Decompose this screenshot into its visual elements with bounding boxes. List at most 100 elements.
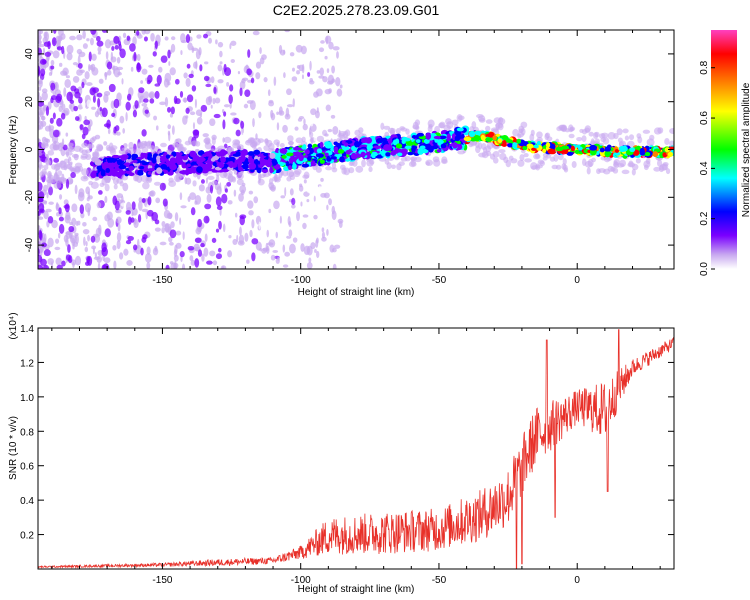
heatmap-cell xyxy=(232,238,238,245)
heatmap-cell xyxy=(631,163,639,171)
heatmap-cell xyxy=(473,134,481,142)
heatmap-cell xyxy=(325,166,333,171)
heatmap-cell xyxy=(410,156,418,161)
heatmap-cell xyxy=(78,166,84,172)
heatmap-cell xyxy=(46,176,52,184)
heatmap-cell xyxy=(320,40,325,44)
heatmap-cell xyxy=(132,109,138,118)
heatmap-cell xyxy=(653,166,661,172)
heatmap-cell xyxy=(45,105,50,116)
heatmap-cell xyxy=(183,72,188,79)
heatmap-cell xyxy=(507,143,514,148)
heatmap-cell xyxy=(315,239,319,248)
heatmap-cell xyxy=(41,171,48,176)
heatmap-cell xyxy=(38,95,42,102)
heatmap-cell xyxy=(104,214,111,222)
heatmap-cell xyxy=(278,106,283,115)
heatmap-cell xyxy=(545,142,551,148)
heatmap-cell xyxy=(116,178,124,184)
heatmap-cell xyxy=(82,222,87,227)
heatmap-cell xyxy=(657,127,664,134)
heatmap-cell xyxy=(217,79,224,84)
heatmap-cell xyxy=(94,233,101,243)
heatmap-cell xyxy=(325,104,332,112)
heatmap-cell xyxy=(120,202,126,207)
heatmap-cell xyxy=(235,151,241,156)
heatmap-cell xyxy=(244,139,253,146)
heatmap-cell xyxy=(584,125,592,133)
heatmap-cell xyxy=(41,242,47,248)
heatmap-cell xyxy=(169,241,174,246)
heatmap-cell xyxy=(201,253,205,262)
heatmap-cell xyxy=(252,117,255,128)
heatmap-cell xyxy=(43,210,49,220)
heatmap-cell xyxy=(56,264,63,269)
heatmap-cell xyxy=(639,147,645,155)
heatmap-cell xyxy=(56,117,63,127)
heatmap-cell xyxy=(179,192,183,201)
heatmap-cell xyxy=(195,227,202,235)
heatmap-cell xyxy=(159,39,166,49)
heatmap-cell xyxy=(318,185,322,193)
heatmap-cell xyxy=(144,109,149,114)
heatmap-cell xyxy=(74,255,82,266)
heatmap-cell xyxy=(43,184,48,192)
heatmap-cell xyxy=(48,201,54,205)
heatmap-cell xyxy=(100,169,106,177)
heatmap-cell xyxy=(241,77,249,82)
heatmap-cell xyxy=(103,141,108,146)
heatmap-cell xyxy=(375,154,383,159)
heatmap-cell xyxy=(669,127,674,135)
heatmap-cell xyxy=(39,58,47,65)
heatmap-cell xyxy=(58,216,64,222)
heatmap-cell xyxy=(187,196,191,202)
heatmap-cell xyxy=(331,161,337,170)
heatmap-cell xyxy=(38,264,44,269)
heatmap-cell xyxy=(182,156,188,161)
heatmap-cell xyxy=(170,106,175,115)
heatmap-cell xyxy=(652,151,659,158)
heatmap-cell xyxy=(60,70,67,76)
heatmap-cell xyxy=(103,93,109,103)
heatmap-cell xyxy=(96,35,101,42)
heatmap-cell xyxy=(174,260,177,268)
heatmap-cell xyxy=(333,146,339,152)
heatmap-cell xyxy=(114,200,120,211)
heatmap-cell xyxy=(98,190,103,195)
heatmap-cell xyxy=(191,47,199,51)
heatmap-cell xyxy=(631,168,636,176)
heatmap-cell xyxy=(425,132,432,140)
heatmap-cell xyxy=(138,197,143,203)
heatmap-cell xyxy=(229,84,234,92)
heatmap-cell xyxy=(396,163,402,171)
heatmap-cell xyxy=(201,168,209,174)
heatmap-cell xyxy=(99,106,103,112)
heatmap-cell xyxy=(125,239,132,245)
heatmap-cell xyxy=(535,153,540,159)
heatmap-cell xyxy=(185,77,191,87)
heatmap-cell xyxy=(512,142,518,149)
heatmap-cell xyxy=(147,74,153,83)
heatmap-cell xyxy=(41,88,48,94)
heatmap-cell xyxy=(395,128,401,135)
heatmap-cell xyxy=(269,152,276,159)
heatmap-cell xyxy=(478,152,486,158)
heatmap-cell xyxy=(140,80,144,84)
heatmap-cell xyxy=(77,220,81,226)
heatmap-cell xyxy=(91,136,97,141)
heatmap-cell xyxy=(233,189,237,197)
heatmap-cell xyxy=(148,92,154,99)
heatmap-cell xyxy=(66,44,74,54)
heatmap-cell xyxy=(164,36,169,41)
heatmap-cell xyxy=(125,210,131,215)
heatmap-cell xyxy=(270,254,276,261)
y-tick-label: 0.2 xyxy=(20,531,34,542)
heatmap-cell xyxy=(194,200,198,205)
heatmap-cell xyxy=(146,262,151,269)
heatmap-cell xyxy=(152,51,157,57)
heatmap-cell xyxy=(371,151,378,157)
heatmap-cell xyxy=(498,149,506,154)
heatmap-cell xyxy=(101,107,108,118)
heatmap-cell xyxy=(268,208,272,214)
